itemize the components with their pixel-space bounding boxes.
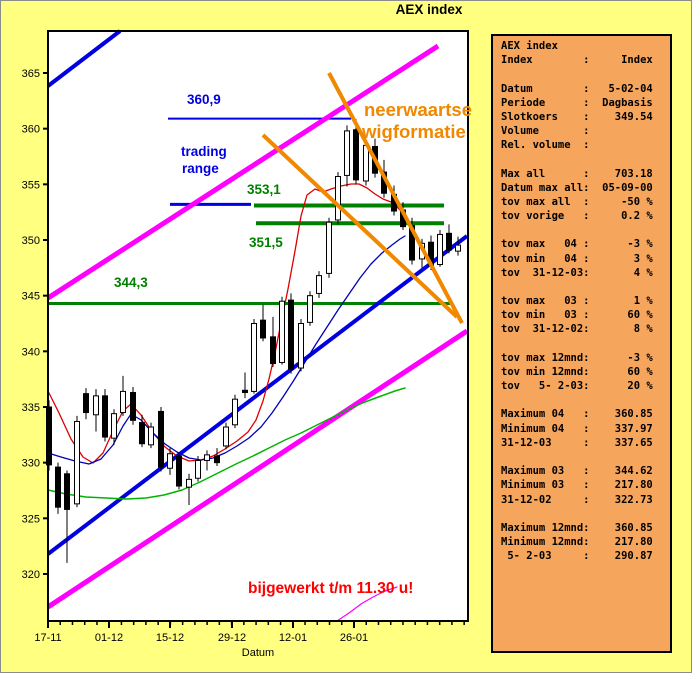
stats-panel-text: AEX index Index : Index Datum : 5-02-04 … — [501, 40, 653, 563]
svg-text:320: 320 — [22, 569, 40, 581]
svg-text:365: 365 — [22, 68, 40, 80]
svg-text:353,1: 353,1 — [247, 182, 281, 197]
svg-text:26-01: 26-01 — [340, 632, 368, 644]
svg-text:340: 340 — [22, 346, 40, 358]
svg-text:29-12: 29-12 — [218, 632, 246, 644]
svg-text:344,3: 344,3 — [114, 275, 148, 290]
price-chart: 365 360 355 350 345 340 335 330 325 320 17-11 01-12… — [22, 29, 472, 659]
svg-text:17-11: 17-11 — [34, 632, 61, 644]
svg-text:trading: trading — [181, 144, 227, 159]
svg-text:360,9: 360,9 — [187, 92, 221, 107]
svg-text:350: 350 — [22, 235, 40, 247]
svg-text:360: 360 — [22, 124, 40, 136]
svg-text:351,5: 351,5 — [249, 235, 283, 250]
svg-text:01-12: 01-12 — [95, 632, 123, 644]
svg-text:Datum: Datum — [242, 647, 274, 659]
svg-text:325: 325 — [22, 513, 40, 525]
svg-text:345: 345 — [22, 291, 40, 303]
svg-text:range: range — [182, 161, 219, 176]
svg-text:335: 335 — [22, 402, 40, 414]
chart-title: AEX index — [395, 2, 463, 17]
svg-text:15-12: 15-12 — [156, 632, 184, 644]
svg-text:12-01: 12-01 — [279, 632, 307, 644]
svg-text:bijgewerkt t/m 11.30 u!: bijgewerkt t/m 11.30 u! — [248, 580, 413, 597]
svg-text:330: 330 — [22, 458, 40, 470]
svg-text:wigformatie: wigformatie — [361, 121, 466, 142]
svg-text:neerwaartse: neerwaartse — [364, 99, 472, 120]
stats-panel: AEX index Index : Index Datum : 5-02-04 … — [491, 34, 672, 653]
svg-text:355: 355 — [22, 179, 40, 191]
